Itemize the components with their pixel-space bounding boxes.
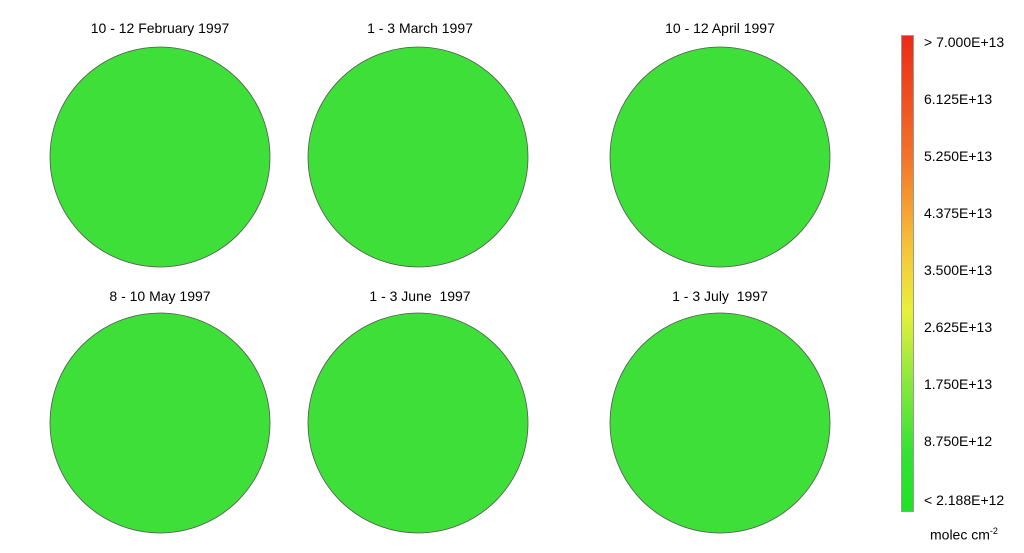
- colorbar-label-0: > 7.000E+13: [924, 34, 1005, 50]
- colorbar-label-5: 2.625E+13: [924, 319, 993, 335]
- colorbar: [901, 35, 914, 512]
- colorbar-label-4: 3.500E+13: [924, 262, 993, 278]
- colorbar-label-8: < 2.188E+12: [924, 492, 1005, 508]
- panel-title-apr: 10 - 12 April 1997: [665, 20, 775, 36]
- panel-title-feb: 10 - 12 February 1997: [90, 20, 230, 36]
- colorbar-label-2: 5.250E+13: [924, 148, 993, 164]
- colorbar-label-6: 1.750E+13: [924, 376, 993, 392]
- colorbar-label-7: 8.750E+12: [924, 433, 993, 449]
- polar-maps: [49, 46, 831, 534]
- colorbar-label-3: 4.375E+13: [924, 205, 993, 221]
- panel-title-jul: 1 - 3 July 1997: [672, 288, 768, 304]
- panel-title-jun: 1 - 3 June 1997: [369, 288, 471, 304]
- panel-title-mar: 1 - 3 March 1997: [367, 20, 473, 36]
- colorbar-units: molec cm-2: [930, 526, 998, 543]
- panel-title-may: 8 - 10 May 1997: [109, 288, 211, 304]
- colorbar-label-1: 6.125E+13: [924, 91, 993, 107]
